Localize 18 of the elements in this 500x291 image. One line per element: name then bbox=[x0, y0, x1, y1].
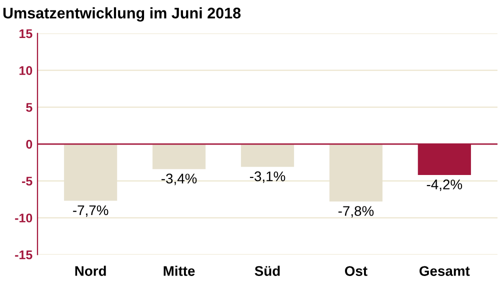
data-label: -3,1% bbox=[250, 171, 286, 183]
chart-title: Umsatzentwicklung im Juni 2018 bbox=[3, 7, 241, 22]
x-tick-label: Nord bbox=[75, 266, 106, 276]
data-label: -3,4% bbox=[162, 174, 197, 186]
x-tick-label: Mitte bbox=[164, 266, 195, 276]
y-tick-label: -10 bbox=[15, 214, 32, 222]
x-tick-label: Süd bbox=[254, 266, 280, 276]
y-tick-label: -15 bbox=[15, 250, 32, 260]
y-tick-label: 0 bbox=[26, 140, 32, 149]
y-tick-label: -5 bbox=[22, 176, 32, 186]
y-tick-label: 10 bbox=[20, 66, 32, 75]
y-tick-label: 5 bbox=[26, 103, 32, 112]
x-tick-label: Ost bbox=[344, 266, 368, 276]
y-tick-label: 15 bbox=[20, 29, 32, 38]
data-label: -4,2% bbox=[426, 180, 462, 192]
data-label: -7,8% bbox=[338, 206, 374, 218]
data-label: -7,7% bbox=[73, 205, 108, 217]
x-tick-label: Gesamt bbox=[420, 266, 470, 276]
